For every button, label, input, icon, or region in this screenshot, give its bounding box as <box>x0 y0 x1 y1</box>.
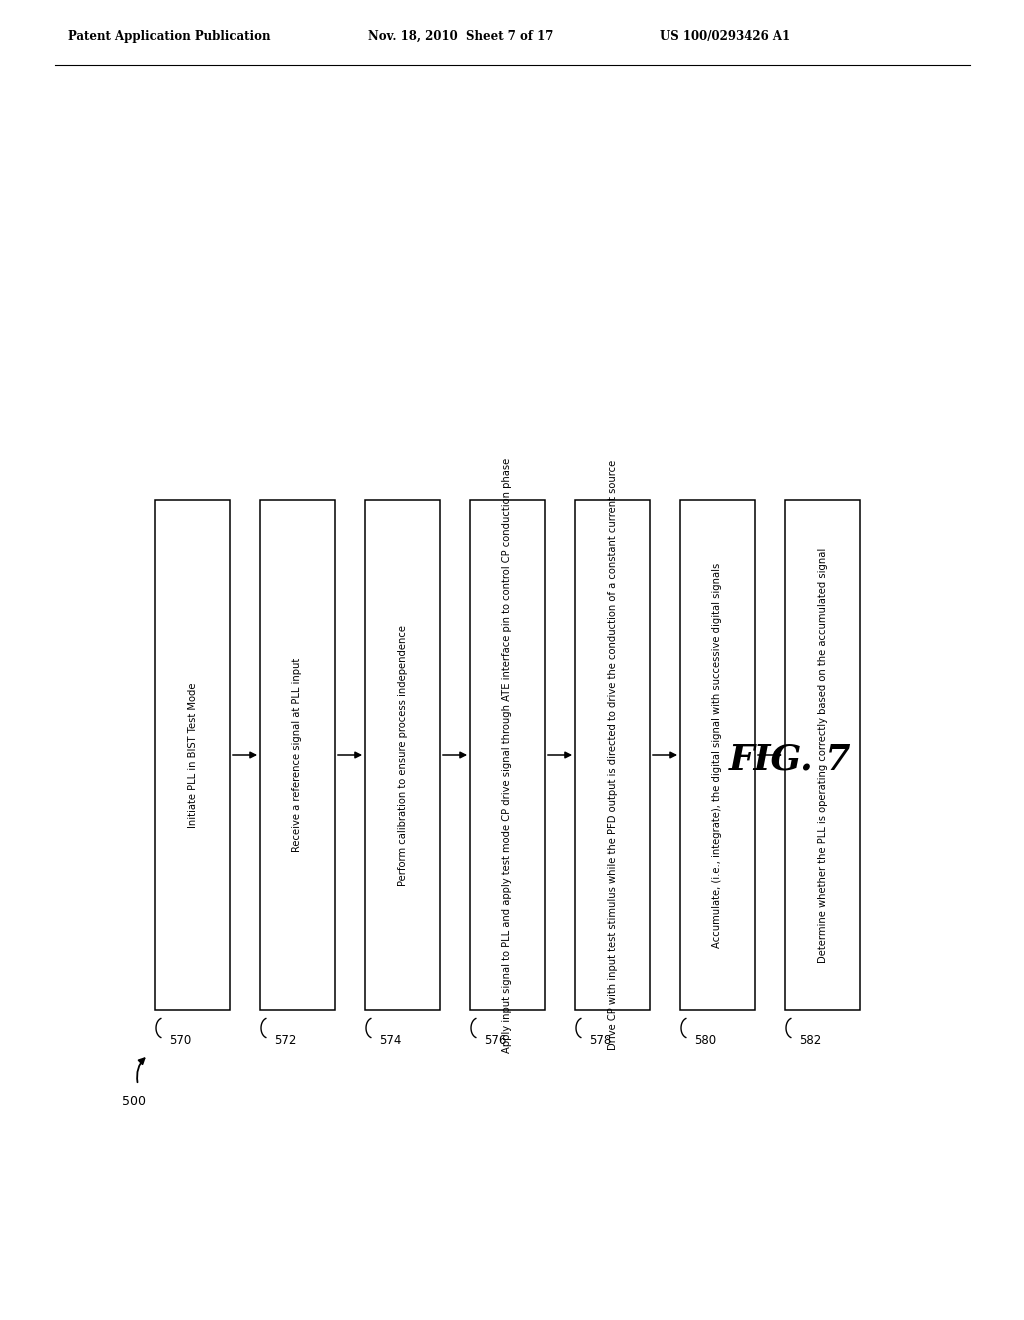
Text: 580: 580 <box>694 1034 716 1047</box>
Bar <box>680 500 755 1010</box>
Text: Perform calibration to ensure process independence: Perform calibration to ensure process in… <box>397 624 408 886</box>
Text: 576: 576 <box>484 1034 507 1047</box>
Bar <box>470 500 545 1010</box>
Text: Drive CP with input test stimulus while the PFD output is directed to drive the : Drive CP with input test stimulus while … <box>607 459 617 1051</box>
Bar <box>365 500 440 1010</box>
Bar <box>260 500 335 1010</box>
Text: 574: 574 <box>379 1034 401 1047</box>
Text: 572: 572 <box>274 1034 296 1047</box>
Text: 582: 582 <box>799 1034 821 1047</box>
Text: 578: 578 <box>589 1034 611 1047</box>
Text: Receive a reference signal at PLL input: Receive a reference signal at PLL input <box>293 657 302 853</box>
Text: US 100/0293426 A1: US 100/0293426 A1 <box>660 30 791 44</box>
Bar <box>155 500 230 1010</box>
Bar <box>785 500 860 1010</box>
Text: Accumulate, (i.e., integrate), the digital signal with successive digital signal: Accumulate, (i.e., integrate), the digit… <box>713 562 723 948</box>
Text: FIG. 7: FIG. 7 <box>729 743 851 777</box>
Text: Patent Application Publication: Patent Application Publication <box>68 30 270 44</box>
Text: Apply input signal to PLL and apply test mode CP drive signal through ATE interf: Apply input signal to PLL and apply test… <box>503 457 512 1052</box>
Text: Nov. 18, 2010  Sheet 7 of 17: Nov. 18, 2010 Sheet 7 of 17 <box>368 30 553 44</box>
Text: 570: 570 <box>169 1034 191 1047</box>
Text: 500: 500 <box>122 1096 146 1107</box>
Text: Determine whether the PLL is operating correctly based on the accumulated signal: Determine whether the PLL is operating c… <box>817 548 827 962</box>
Bar <box>575 500 650 1010</box>
Text: Initiate PLL in BIST Test Mode: Initiate PLL in BIST Test Mode <box>187 682 198 828</box>
